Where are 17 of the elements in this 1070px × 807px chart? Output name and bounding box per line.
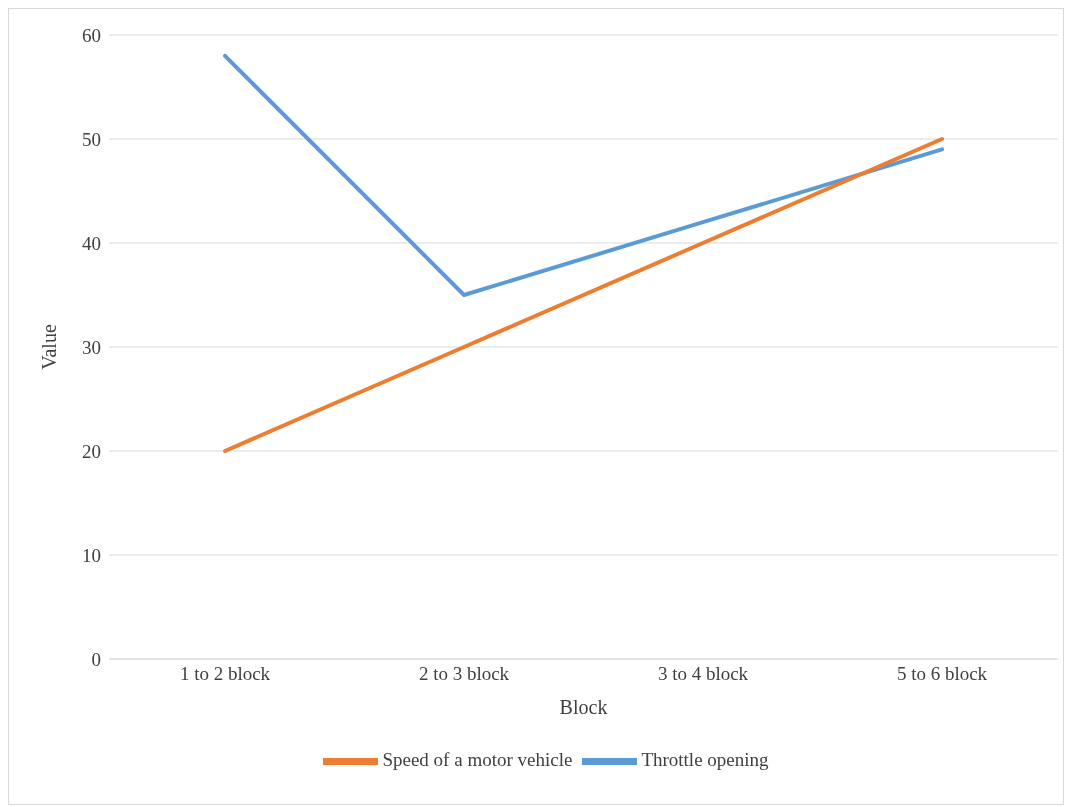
x-tick-label: 2 to 3 block bbox=[418, 663, 510, 685]
y-tick-label: 50 bbox=[82, 128, 101, 150]
y-tick-label: 0 bbox=[91, 648, 101, 670]
y-tick-label: 30 bbox=[82, 336, 101, 358]
legend-label: Throttle opening bbox=[641, 748, 769, 770]
legend-label: Speed of a motor vehicle bbox=[382, 748, 573, 770]
line-series bbox=[223, 53, 944, 297]
x-axis-title: Block bbox=[559, 696, 608, 718]
y-tick-label: 40 bbox=[82, 232, 101, 254]
y-tick-label: 60 bbox=[82, 24, 101, 46]
x-tick-label: 5 to 6 block bbox=[896, 663, 988, 685]
y-tick-label: 20 bbox=[82, 440, 101, 462]
y-axis-title: Value bbox=[38, 324, 61, 370]
x-tick-label: 3 to 4 block bbox=[657, 663, 749, 685]
line-series bbox=[223, 137, 944, 453]
y-tick-label: 10 bbox=[82, 544, 101, 566]
x-tick-label: 1 to 2 block bbox=[179, 663, 271, 685]
